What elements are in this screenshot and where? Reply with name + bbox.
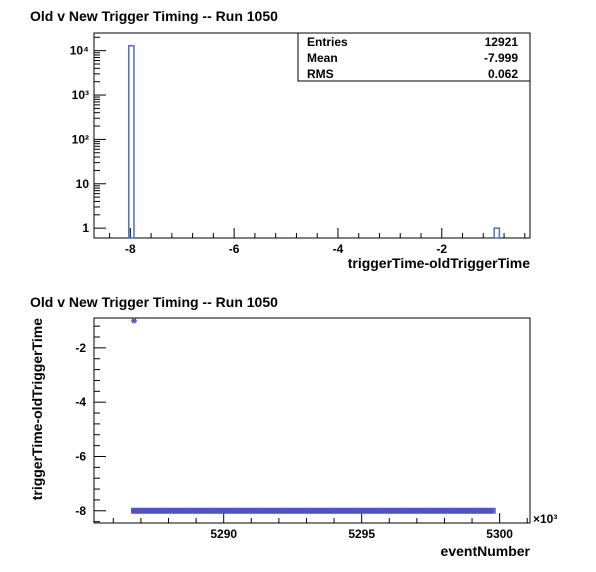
scatter-x-tick-label: 5300 — [486, 527, 513, 541]
stats-mean-label: Mean — [307, 51, 338, 65]
histogram-bar — [128, 44, 135, 239]
scatter-x-axis-label: eventNumber — [441, 543, 531, 559]
histogram-axis-ticks — [94, 36, 526, 238]
scatter-x-tick-label: 5295 — [348, 527, 375, 541]
scatter-y-tick-label: -8 — [75, 504, 86, 518]
stats-entries-value: 12921 — [485, 35, 519, 49]
scatter-y-tick-label: -4 — [75, 395, 86, 409]
histogram-y-tick-label: 10⁴ — [70, 44, 89, 58]
scatter-point — [131, 317, 138, 324]
scatter-y-tick-label: -6 — [75, 449, 86, 463]
histogram-y-tick-label: 10³ — [72, 88, 89, 102]
histogram-x-axis-label: triggerTime-oldTriggerTime — [348, 255, 531, 271]
histogram-x-tick-label: -8 — [125, 242, 136, 256]
scatter-title: Old v New Trigger Timing -- Run 1050 — [30, 294, 278, 310]
scatter-y-axis-label: triggerTime-oldTriggerTime — [29, 318, 45, 501]
scatter-tick-labels: 5290 5295 5300 -8 -6 -4 -2 — [75, 341, 513, 541]
histogram-y-tick-label: 10² — [72, 132, 89, 146]
histogram-x-tick-label: -2 — [436, 242, 447, 256]
histogram-x-tick-label: -6 — [229, 242, 240, 256]
scatter-panel: Old v New Trigger Timing -- Run 1050 529… — [29, 294, 557, 559]
histogram-title: Old v New Trigger Timing -- Run 1050 — [30, 8, 278, 24]
histogram-y-tick-label: 10 — [76, 177, 90, 191]
histogram-y-tick-label: 1 — [82, 221, 89, 235]
stats-box: Entries 12921 Mean -7.999 RMS 0.062 — [297, 32, 531, 82]
scatter-x-multiplier: ×10³ — [533, 512, 557, 526]
stats-mean-value: -7.999 — [484, 51, 518, 65]
histogram-panel: Old v New Trigger Timing -- Run 1050 -8-… — [30, 8, 531, 271]
histogram-tick-labels: -8 -6 -4 -2 1 10 10² 10³ 10⁴ — [70, 44, 448, 256]
histogram-x-tick-label: -4 — [333, 242, 344, 256]
stats-entries-label: Entries — [307, 35, 348, 49]
stats-rms-label: RMS — [307, 67, 334, 81]
scatter-band-point — [488, 507, 495, 514]
histogram-bars — [128, 44, 501, 239]
scatter-x-tick-label: 5290 — [210, 527, 237, 541]
scatter-y-tick-label: -2 — [75, 341, 86, 355]
scatter-points — [131, 317, 496, 514]
scatter-frame — [93, 317, 531, 524]
histogram-bar — [493, 227, 501, 239]
stats-box-frame — [297, 32, 531, 82]
scatter-axis-ticks — [94, 325, 528, 523]
stats-rms-value: 0.062 — [488, 67, 518, 81]
